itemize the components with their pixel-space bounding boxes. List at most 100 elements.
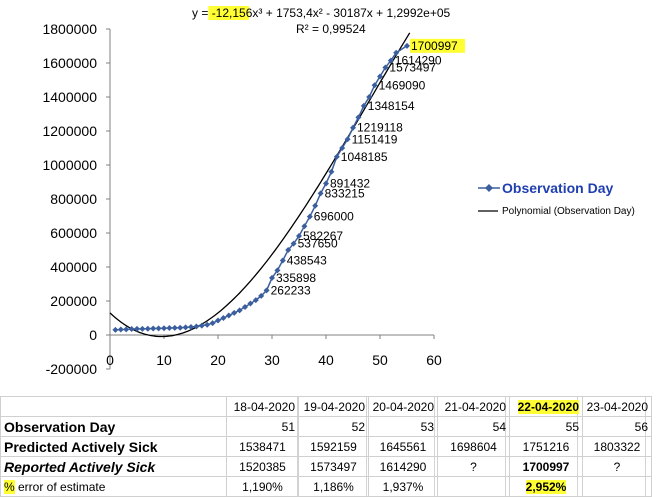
- data-point: [355, 114, 362, 121]
- data-label: 537650: [298, 237, 338, 251]
- table-cell[interactable]: 1520385: [226, 456, 299, 477]
- data-point: [144, 325, 151, 332]
- y-tick-label: 1000000: [42, 157, 97, 173]
- data-point: [220, 315, 227, 321]
- data-label: 696000: [314, 210, 354, 224]
- table-cell[interactable]: 1803322: [582, 436, 652, 457]
- trendline-equation: y = -12,156x³ + 1753,4x² - 30187x + 1,29…: [192, 6, 451, 20]
- data-point: [306, 213, 313, 220]
- date-header[interactable]: 23-04-2020: [582, 396, 652, 417]
- table-header-row: 18-04-2020 19-04-2020 20-04-2020 21-04-2…: [0, 396, 652, 417]
- data-point: [242, 303, 248, 310]
- data-point: [128, 326, 135, 333]
- data-point: [377, 73, 383, 80]
- table-cell[interactable]: 1,190%: [226, 476, 299, 497]
- table-cell[interactable]: 1698604: [437, 436, 510, 457]
- table-cell[interactable]: 53: [368, 416, 438, 437]
- data-point: [150, 325, 157, 332]
- data-label: 1348154: [368, 99, 415, 113]
- data-label: 262233: [271, 283, 311, 297]
- data-label: 1469090: [379, 78, 426, 92]
- table-cell[interactable]: [437, 476, 510, 497]
- chart-legend: Observation Day Polynomial (Observation …: [478, 178, 658, 222]
- table-row-predicted: Predicted Actively Sick 1538471 1592159 …: [0, 436, 652, 457]
- data-point: [247, 300, 254, 307]
- data-point: [328, 168, 335, 175]
- data-label: 1219118: [357, 121, 403, 135]
- row-label[interactable]: % error of estimate: [0, 476, 227, 497]
- date-highlight: 22-04-2020: [517, 399, 579, 414]
- y-tick-label: 800000: [50, 191, 97, 207]
- date-header[interactable]: 19-04-2020: [298, 396, 369, 417]
- y-tick-label: 1600000: [42, 55, 97, 71]
- table-cell[interactable]: 1,186%: [298, 476, 369, 497]
- date-header[interactable]: 18-04-2020: [226, 396, 299, 417]
- date-header-highlight[interactable]: 22-04-2020: [509, 396, 583, 417]
- table-cell[interactable]: 51: [226, 416, 299, 437]
- x-tick-label: 0: [106, 352, 114, 368]
- data-point: [139, 325, 146, 332]
- row-label[interactable]: Reported Actively Sick: [0, 456, 227, 477]
- data-label: 891432: [330, 176, 370, 190]
- x-tick-label: 50: [372, 352, 388, 368]
- y-tick-label: 400000: [50, 259, 97, 275]
- data-point: [209, 320, 216, 327]
- data-point: [360, 102, 367, 109]
- data-point: [252, 297, 259, 304]
- data-label: 335898: [276, 271, 316, 285]
- row-label-rest: error of estimate: [14, 479, 106, 494]
- row-label[interactable]: Observation Day: [0, 416, 227, 437]
- y-tick-label: 600000: [50, 225, 97, 241]
- x-tick-label: 60: [426, 352, 442, 368]
- data-point: [339, 145, 346, 151]
- y-tick-label: 200000: [50, 293, 97, 309]
- table-cell[interactable]: 56: [582, 416, 652, 437]
- line-marker-icon: [478, 204, 500, 218]
- data-label-highlight: [410, 38, 465, 53]
- data-point: [301, 223, 308, 230]
- date-header[interactable]: 20-04-2020: [368, 396, 438, 417]
- table-cell[interactable]: 1700997: [509, 456, 583, 477]
- table-cell-highlight[interactable]: 2,952%: [509, 476, 583, 497]
- data-point: [258, 292, 265, 299]
- table-cell[interactable]: 1645561: [368, 436, 438, 457]
- data-point: [231, 309, 238, 316]
- r-squared-label: R² = 0,99524: [296, 22, 366, 36]
- y-tick-label: -200000: [46, 361, 98, 377]
- data-point: [323, 180, 329, 187]
- legend-polynomial: Polynomial (Observation Day): [478, 204, 635, 218]
- data-point: [166, 325, 173, 332]
- y-tick-label: 1800000: [42, 21, 97, 37]
- data-point: [193, 323, 200, 330]
- data-point: [161, 325, 167, 332]
- table-cell[interactable]: 1573497: [298, 456, 369, 477]
- table-cell[interactable]: 1538471: [226, 436, 299, 457]
- data-label: 1048185: [341, 150, 388, 164]
- data-label: 438543: [287, 253, 327, 267]
- chart-area[interactable]: -200000 0 200000 400000 600000 800000 1000000 1…: [0, 0, 665, 396]
- table-cell[interactable]: ?: [437, 456, 510, 477]
- data-point: [285, 247, 292, 253]
- data-point: [366, 94, 373, 100]
- x-tick-label: 10: [156, 352, 172, 368]
- y-tick-label: 1200000: [42, 123, 97, 139]
- data-point: [225, 312, 232, 319]
- table-cell[interactable]: 1592159: [298, 436, 369, 457]
- table-cell[interactable]: 1751216: [509, 436, 583, 457]
- data-point: [171, 324, 178, 331]
- table-cell[interactable]: 1614290: [368, 456, 438, 477]
- row-label[interactable]: Predicted Actively Sick: [0, 436, 227, 457]
- data-point: [198, 322, 205, 329]
- data-point: [123, 326, 130, 333]
- table-cell[interactable]: [582, 476, 652, 497]
- table-cell[interactable]: 1,937%: [368, 476, 438, 497]
- data-sheet: 18-04-2020 19-04-2020 20-04-2020 21-04-2…: [0, 396, 665, 497]
- table-cell[interactable]: ?: [582, 456, 652, 477]
- table-cell[interactable]: 55: [509, 416, 583, 437]
- table-cell[interactable]: 54: [437, 416, 510, 437]
- legend-label-polynomial: Polynomial (Observation Day): [502, 205, 635, 217]
- date-header[interactable]: 21-04-2020: [437, 396, 510, 417]
- data-point: [350, 124, 356, 131]
- table-cell[interactable]: 52: [298, 416, 369, 437]
- table-cell[interactable]: [0, 396, 227, 417]
